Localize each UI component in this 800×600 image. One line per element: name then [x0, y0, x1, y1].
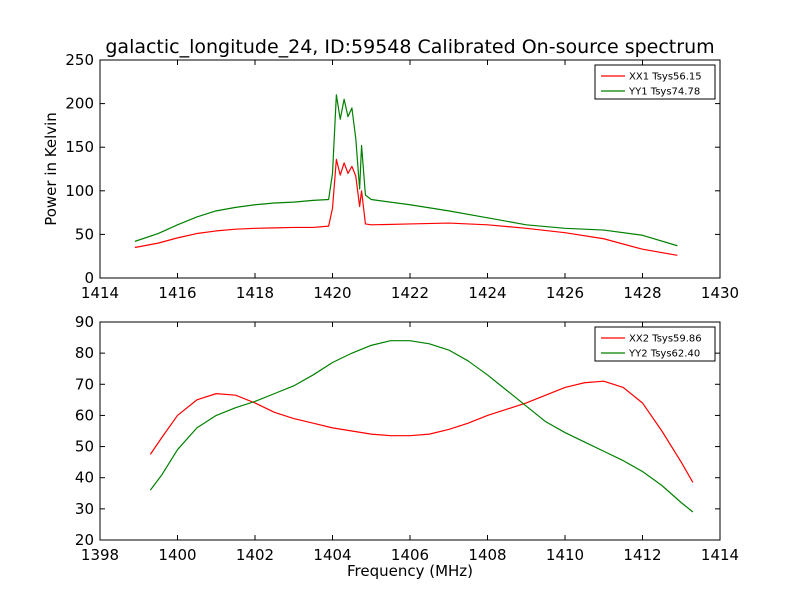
- x-tick-label: 1410: [546, 546, 584, 564]
- x-tick-label: 1414: [81, 284, 119, 302]
- x-tick-label: 1414: [701, 546, 739, 564]
- x-tick-label: 1404: [313, 546, 351, 564]
- figure-title: galactic_longitude_24, ID:59548 Calibrat…: [105, 36, 714, 58]
- x-tick-label: 1422: [391, 284, 429, 302]
- y-tick-label: 200: [65, 95, 94, 113]
- y-tick-label: 100: [65, 182, 94, 200]
- x-tick-label: 1428: [623, 284, 661, 302]
- y-tick-label: 50: [75, 225, 94, 243]
- x-tick-label: 1400: [158, 546, 196, 564]
- legend-box: [594, 64, 716, 100]
- x-tick-label: 1426: [546, 284, 584, 302]
- y-axis-label: Power in Kelvin: [42, 112, 60, 226]
- y-tick-label: 80: [75, 344, 94, 362]
- series-line-yy: [134, 94, 678, 247]
- legend-label: XX1 Tsys56.15: [629, 72, 702, 83]
- x-tick-label: 1406: [391, 546, 429, 564]
- top-spectrum-panel: 1414 1416 1418 1420 1422 1424 1426 1428 1430 0 50 1…: [42, 51, 739, 302]
- x-tick-label: 1430: [701, 284, 739, 302]
- x-tick-label: 1412: [623, 546, 661, 564]
- x-tick-label: 1408: [468, 546, 506, 564]
- legend-label: YY2 Tsys62.40: [628, 349, 700, 360]
- series-line-xx: [149, 380, 694, 483]
- y-tick-label: 150: [65, 138, 94, 156]
- y-tick-label: 70: [75, 375, 94, 393]
- bottom-spectrum-panel: 1398 1400 1402 1404 1406 1408 1410 1412 1414 20 30…: [75, 313, 739, 580]
- x-tick-label: 1418: [236, 284, 274, 302]
- y-tick-label: 60: [75, 406, 94, 424]
- x-tick-label: 1398: [81, 546, 119, 564]
- series-line-xx: [134, 158, 678, 256]
- x-axis-label: Frequency (MHz): [347, 562, 473, 580]
- y-tick-label: 250: [65, 51, 94, 69]
- y-tick-label: 40: [75, 469, 94, 487]
- y-tick-label: 0: [84, 269, 94, 287]
- legend-label: YY1 Tsys74.78: [628, 87, 700, 98]
- y-tick-label: 20: [75, 531, 94, 549]
- legend-box: [594, 326, 716, 362]
- x-tick-label: 1420: [313, 284, 351, 302]
- x-tick-label: 1402: [236, 546, 274, 564]
- y-tick-label: 50: [75, 438, 94, 456]
- x-tick-label: 1424: [468, 284, 506, 302]
- y-tick-label: 90: [75, 313, 94, 331]
- series-line-yy: [149, 340, 694, 513]
- legend-label: XX2 Tsys59.86: [629, 334, 702, 345]
- x-tick-label: 1416: [158, 284, 196, 302]
- y-tick-label: 30: [75, 500, 94, 518]
